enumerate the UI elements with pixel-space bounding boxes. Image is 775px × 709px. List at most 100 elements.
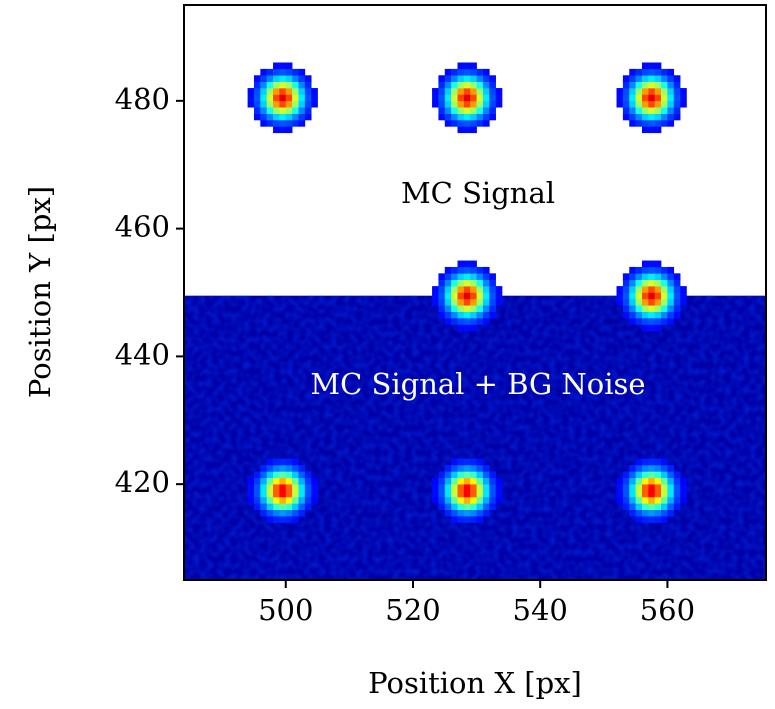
spot-pixel — [458, 503, 465, 510]
spot-pixel — [292, 88, 299, 95]
spot-pixel — [623, 293, 630, 300]
spot-pixel — [470, 267, 477, 274]
spot-pixel — [483, 75, 490, 82]
spot-pixel — [260, 471, 267, 478]
spot-pixel — [496, 484, 503, 491]
spot-pixel — [273, 478, 280, 485]
spot-pixel — [680, 497, 687, 504]
spot-pixel — [267, 459, 274, 466]
spot-pixel — [674, 503, 681, 510]
spot-pixel — [260, 107, 267, 114]
spot-pixel — [451, 465, 458, 472]
spot-pixel — [680, 491, 687, 498]
spot-pixel — [292, 491, 299, 498]
spot-pixel — [458, 286, 465, 293]
spot-pixel — [305, 88, 312, 95]
spot-pixel — [642, 280, 649, 287]
spot-pixel — [674, 478, 681, 485]
spot-pixel — [642, 286, 649, 293]
spot-pixel — [298, 101, 305, 108]
spot-pixel — [667, 101, 674, 108]
spot-pixel — [254, 114, 261, 121]
spot-pixel — [470, 63, 477, 70]
spot-pixel — [667, 82, 674, 89]
spot-pixel — [298, 82, 305, 89]
spot-pixel — [432, 94, 439, 101]
spot-pixel — [667, 305, 674, 312]
spot-pixel — [445, 75, 452, 82]
spot-pixel — [286, 471, 293, 478]
spot-pixel — [489, 497, 496, 504]
spot-pixel — [623, 484, 630, 491]
spot-pixel — [661, 94, 668, 101]
spot-pixel — [661, 459, 668, 466]
spot-pixel — [451, 318, 458, 325]
spot-pixel — [470, 88, 477, 95]
spot-pixel — [648, 484, 655, 491]
spot-pixel — [260, 484, 267, 491]
spot-pixel — [254, 491, 261, 498]
spot-pixel — [298, 465, 305, 472]
spot-pixel — [617, 484, 624, 491]
spot-pixel — [464, 503, 471, 510]
spot-pixel — [445, 286, 452, 293]
spot-pixel — [445, 491, 452, 498]
spot-pixel — [629, 101, 636, 108]
spot-pixel — [655, 491, 662, 498]
spot-pixel — [489, 280, 496, 287]
spot-pixel — [483, 484, 490, 491]
spot-pixel — [254, 94, 261, 101]
spot-pixel — [661, 293, 668, 300]
spot-pixel — [629, 69, 636, 76]
spot-pixel — [273, 497, 280, 504]
spot-pixel — [642, 273, 649, 280]
spot-pixel — [292, 510, 299, 517]
spot-pixel — [279, 510, 286, 517]
spot-pixel — [674, 497, 681, 504]
spot-pixel — [267, 497, 274, 504]
spot-pixel — [489, 101, 496, 108]
spot-pixel — [451, 114, 458, 121]
spot-pixel — [642, 114, 649, 121]
spot-pixel — [489, 82, 496, 89]
spot-pixel — [477, 267, 484, 274]
spot-pixel — [254, 101, 261, 108]
spot-pixel — [477, 471, 484, 478]
spot-pixel — [311, 101, 318, 108]
spot-pixel — [298, 94, 305, 101]
spot-pixel — [286, 478, 293, 485]
spot-pixel — [655, 503, 662, 510]
spot-pixel — [292, 516, 299, 523]
spot-pixel — [667, 484, 674, 491]
spot-pixel — [451, 82, 458, 89]
spot-pixel — [623, 286, 630, 293]
spot-pixel — [667, 293, 674, 300]
spot-pixel — [496, 88, 503, 95]
spot-pixel — [279, 94, 286, 101]
spot-pixel — [623, 497, 630, 504]
spot-pixel — [445, 114, 452, 121]
spot-pixel — [674, 94, 681, 101]
spot-pixel — [279, 491, 286, 498]
spot-pixel — [298, 75, 305, 82]
spot-pixel — [470, 82, 477, 89]
spot-pixel — [642, 88, 649, 95]
spot-pixel — [648, 293, 655, 300]
spot-pixel — [305, 491, 312, 498]
spot-pixel — [680, 286, 687, 293]
spot-pixel — [273, 484, 280, 491]
spot-pixel — [623, 88, 630, 95]
spot-pixel — [648, 114, 655, 121]
spot-pixel — [636, 101, 643, 108]
spot-pixel — [286, 497, 293, 504]
spot-pixel — [438, 503, 445, 510]
spot-pixel — [674, 305, 681, 312]
spot-pixel — [648, 324, 655, 331]
spot-pixel — [629, 491, 636, 498]
spot-pixel — [477, 484, 484, 491]
spot-pixel — [445, 318, 452, 325]
spot-pixel — [248, 94, 255, 101]
spot-pixel — [636, 478, 643, 485]
spot-pixel — [254, 75, 261, 82]
spot-pixel — [432, 478, 439, 485]
